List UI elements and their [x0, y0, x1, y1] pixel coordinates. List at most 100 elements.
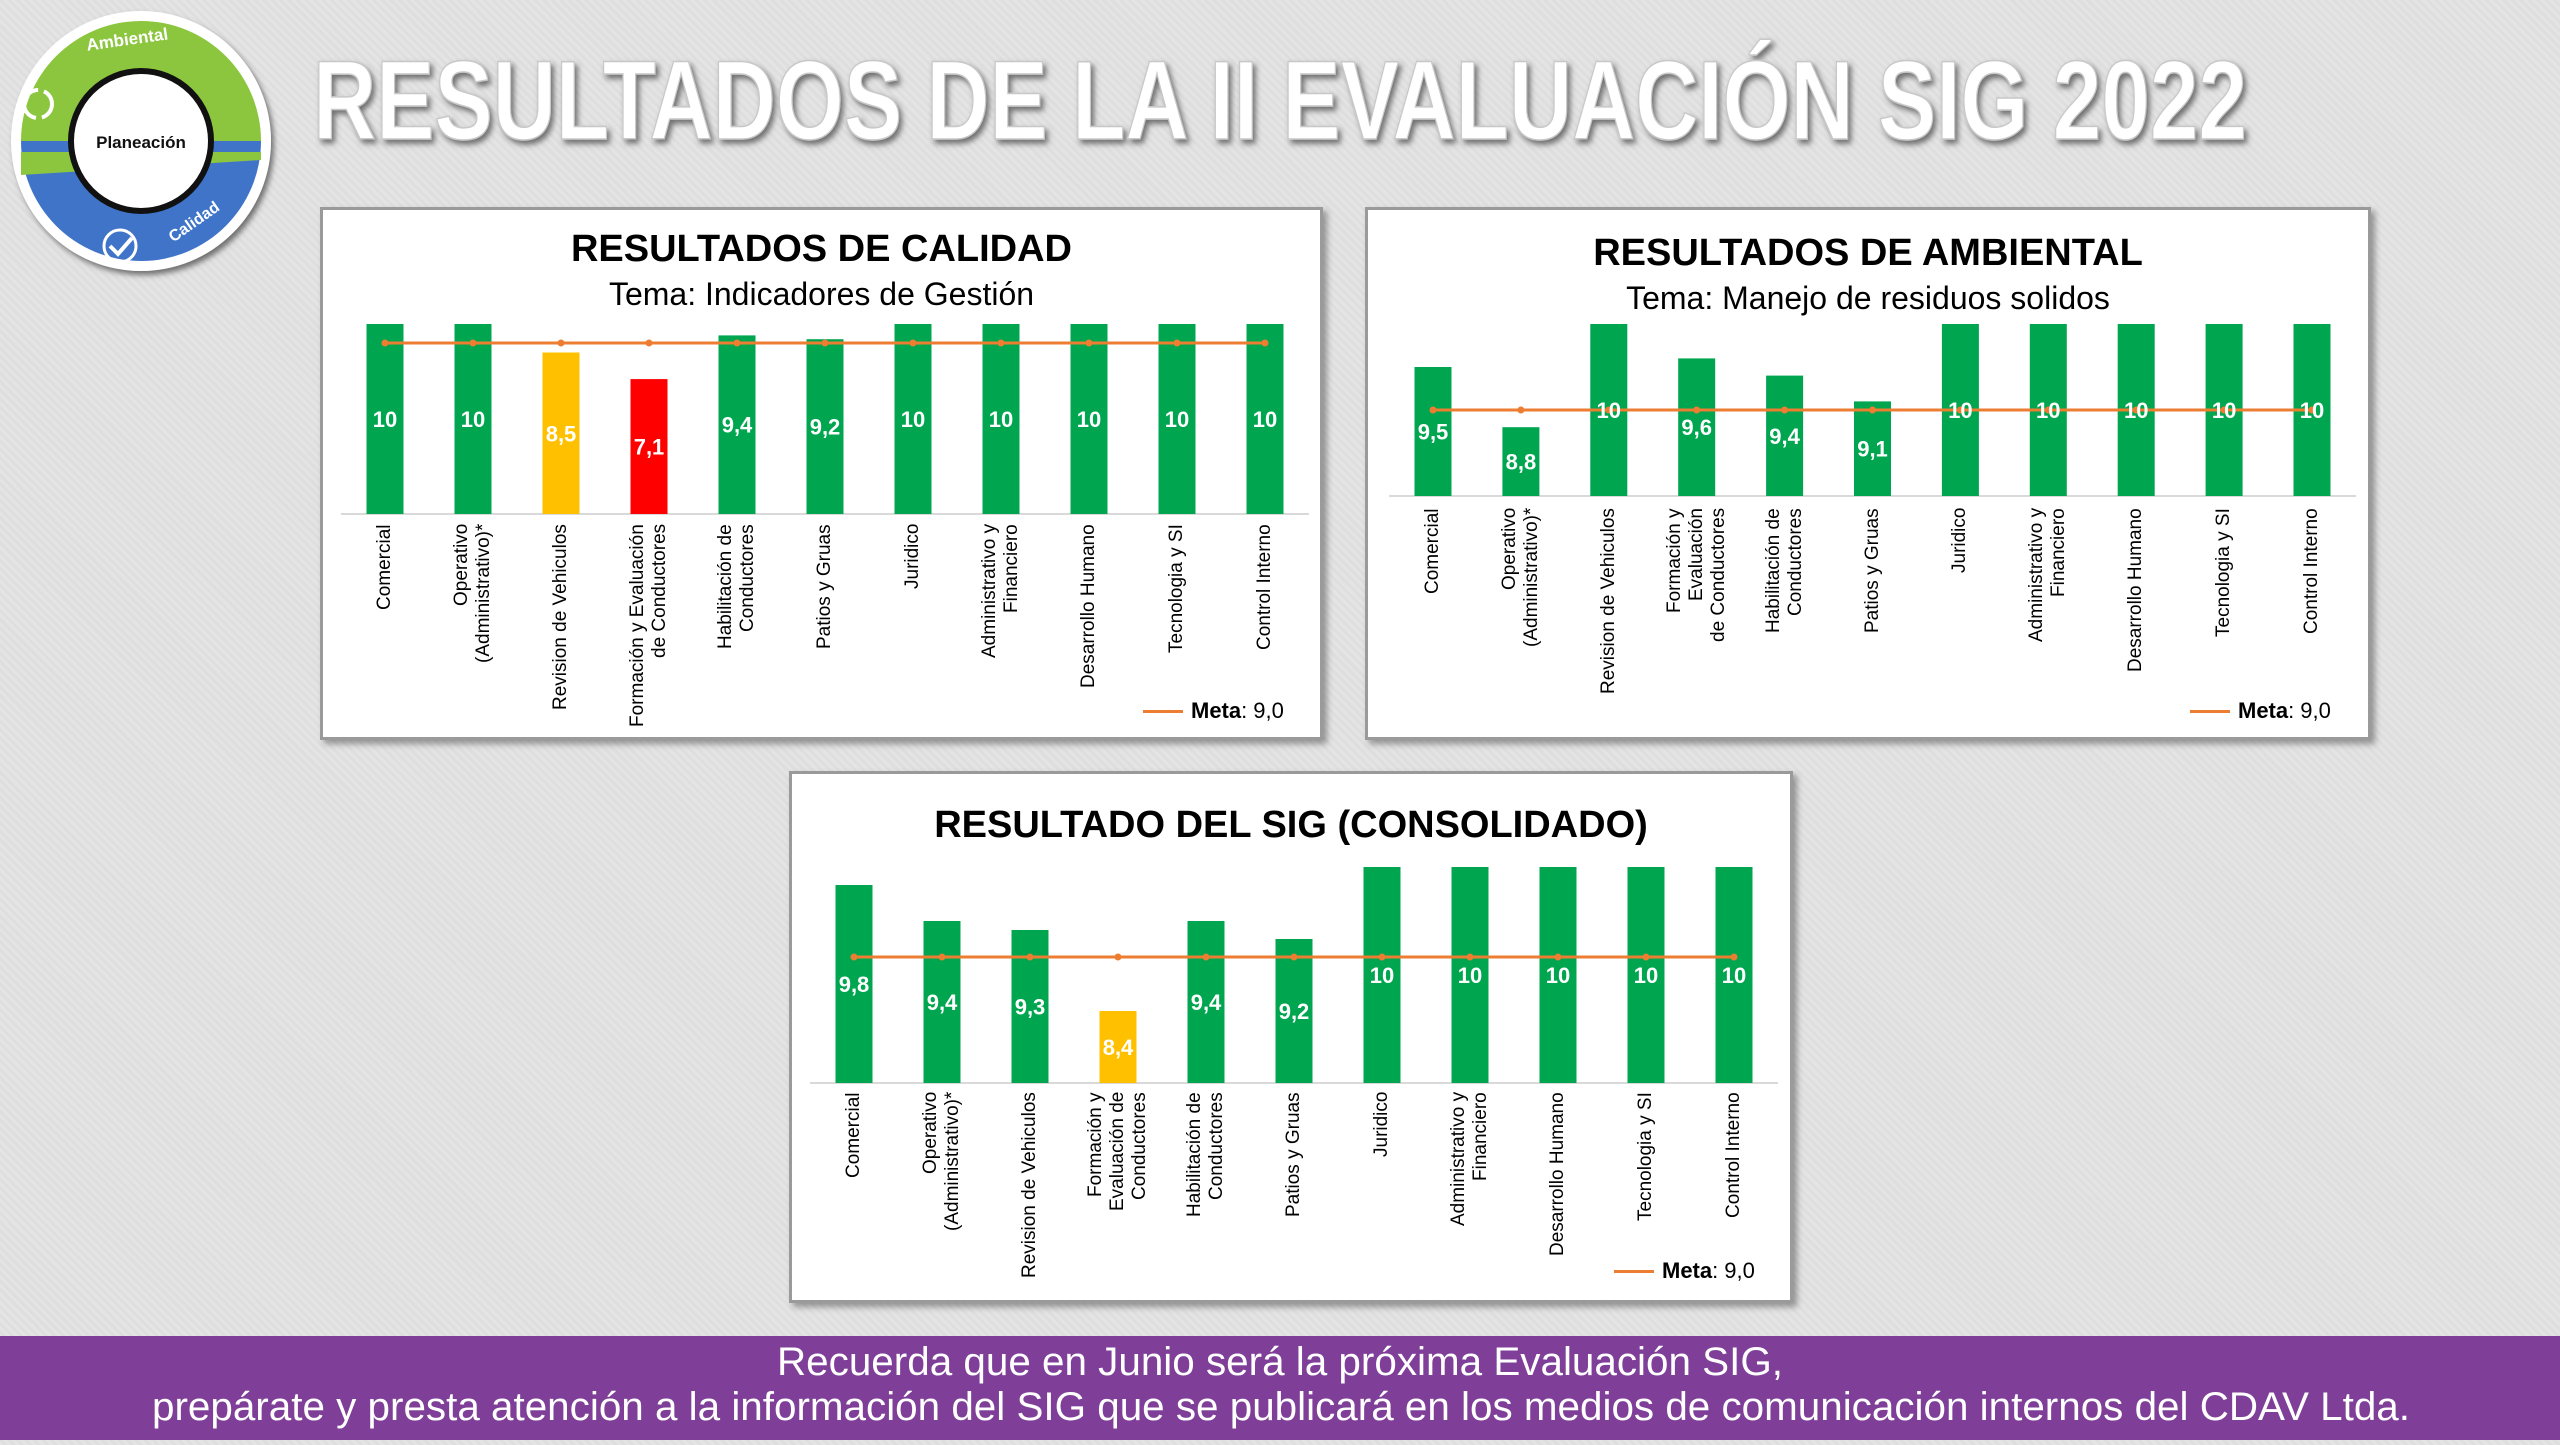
data-label: 9,3	[1015, 995, 1046, 1020]
bar	[630, 379, 668, 514]
data-label: 9,4	[722, 413, 753, 438]
bar	[1539, 867, 1577, 1083]
chart-title: RESULTADOS DE CALIDAD	[570, 228, 1073, 270]
data-label: 8,5	[546, 421, 577, 446]
data-label: 10	[1722, 963, 1746, 988]
x-tick-label: Patios y Gruas	[1861, 508, 1883, 633]
data-label: 10	[373, 407, 397, 432]
x-tick-label: Habilitación de Conductores	[715, 524, 758, 649]
chart-panel: RESULTADOS DE AMBIENTAL Tema: Manejo de r…	[1365, 207, 2371, 740]
meta-marker	[2044, 406, 2052, 414]
meta-marker	[1290, 953, 1298, 961]
bar	[1275, 939, 1313, 1083]
meta-marker	[1173, 339, 1181, 347]
bar	[1451, 867, 1489, 1083]
legend: Meta:9,0	[1143, 698, 1284, 724]
meta-marker	[1026, 953, 1034, 961]
x-tick-label: Formación y Evaluación de Conductores	[1663, 508, 1729, 643]
bar	[1854, 401, 1891, 496]
data-label: 7,1	[634, 435, 665, 460]
x-tick-label: Administrativo y Financiero	[979, 524, 1022, 659]
meta-marker	[557, 339, 565, 347]
bar	[366, 324, 404, 514]
legend-name: Meta	[2238, 698, 2289, 723]
legend: Meta:9,0	[1614, 1258, 1755, 1284]
legend-swatch	[2190, 709, 2230, 713]
data-label: 9,8	[839, 972, 870, 997]
legend-value: 9,0	[1253, 698, 1284, 723]
footer-line: Recuerda que en Junio será la próxima Ev…	[777, 1340, 1783, 1384]
x-tick-label: Juridico	[1371, 1092, 1392, 1158]
meta-marker	[821, 339, 829, 347]
meta-marker	[381, 339, 389, 347]
data-label: 10	[1597, 398, 1621, 423]
x-tick-label: Habilitación de Conductores	[1762, 508, 1806, 633]
bar	[1627, 867, 1665, 1083]
legend-separator: :	[1712, 1258, 1719, 1283]
meta-marker	[850, 953, 858, 961]
chart-title: RESULTADOS DE AMBIENTAL	[1593, 232, 2143, 274]
chart-panel: RESULTADO DEL SIG (CONSOLIDADO) 9,8 9,4 9,3…	[789, 771, 1793, 1303]
data-label: 10	[1253, 407, 1277, 432]
meta-marker	[1642, 953, 1650, 961]
data-label: 10	[1370, 963, 1394, 988]
bar	[982, 324, 1020, 514]
x-tick-label: Revision de Vehiculos	[550, 524, 571, 710]
bar	[923, 921, 961, 1083]
x-tick-label: Comercial	[374, 524, 395, 610]
bar	[806, 339, 844, 514]
bar	[1715, 867, 1753, 1083]
legend: Meta:9,0	[2190, 698, 2331, 724]
x-tick-label: Revision de Vehiculos	[1019, 1092, 1040, 1278]
x-tick-label: Juridico	[902, 524, 923, 590]
x-tick-label: Habilitación de Conductores	[1184, 1092, 1227, 1217]
meta-marker	[2220, 406, 2228, 414]
footer: Recuerda que en Junio será la próxima Ev…	[0, 1336, 2560, 1440]
data-label: 10	[989, 407, 1013, 432]
data-label: 10	[2036, 398, 2060, 423]
logo-center	[68, 68, 214, 214]
meta-marker	[733, 339, 741, 347]
data-label: 10	[1634, 963, 1658, 988]
data-label: 10	[2124, 398, 2148, 423]
logo-center-text: Planeación	[96, 133, 186, 152]
data-label: 10	[1165, 407, 1189, 432]
x-tick-label: Formación y Evaluación de Conductores	[1085, 1092, 1150, 1212]
bar	[1246, 324, 1284, 514]
chart-subtitle: Tema: Indicadores de Gestión	[608, 276, 1035, 312]
bar	[894, 324, 932, 514]
meta-marker	[1378, 953, 1386, 961]
meta-marker	[1730, 953, 1738, 961]
plot: 9,5 8,8 10 9,6 9,4 9,1 10 10 10 10 10	[1389, 324, 2356, 497]
legend-separator: :	[2288, 698, 2295, 723]
data-label: 10	[1546, 963, 1570, 988]
meta-marker	[1202, 953, 1210, 961]
x-tick-label: Formación y Evaluación de Conductores	[627, 524, 670, 727]
bar	[1414, 367, 1452, 496]
meta-marker	[1429, 406, 1437, 414]
logo: Planeación Ambiental Calidad	[11, 11, 271, 271]
meta-marker	[2308, 406, 2316, 414]
x-tick-label: Comercial	[1422, 508, 1443, 594]
bar	[1678, 358, 1716, 496]
x-tick-label: Operativo (Administrativo)*	[1498, 508, 1542, 648]
x-tick-label: Comercial	[843, 1092, 864, 1178]
data-label: 10	[1948, 398, 1972, 423]
logo-recycle-icon	[22, 88, 54, 120]
data-label: 10	[1077, 407, 1101, 432]
footer-line: prepárate y presta atención a la informa…	[152, 1385, 2410, 1429]
data-label: 10	[1458, 963, 1482, 988]
legend-value: 9,0	[2300, 698, 2331, 723]
data-label: 10	[2300, 398, 2324, 423]
legend-value: 9,0	[1724, 1258, 1755, 1283]
meta-marker	[1605, 406, 1613, 414]
x-tick-label: Desarrollo Humano	[2125, 508, 2147, 672]
meta-marker	[1517, 406, 1525, 414]
data-label: 9,4	[927, 990, 958, 1015]
data-label: 9,2	[810, 415, 841, 440]
meta-marker	[1693, 406, 1701, 414]
x-tick-label: Administrativo y Financiero	[2026, 508, 2070, 643]
logo-check-icon	[102, 228, 138, 264]
bar	[454, 324, 492, 514]
